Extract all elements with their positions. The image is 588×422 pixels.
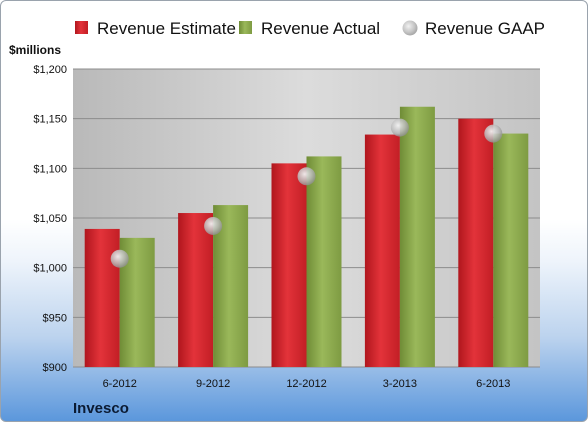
- bar-revenue-estimate: [458, 118, 494, 368]
- marker-revenue-gaap: [204, 216, 223, 235]
- marker-revenue-gaap: [484, 124, 503, 143]
- bar-revenue-actual: [306, 156, 342, 367]
- x-tick-label: 6-2012: [103, 378, 137, 390]
- gaap-markers: [110, 118, 503, 268]
- x-tick-label: 6-2013: [476, 378, 510, 390]
- marker-revenue-gaap: [390, 118, 409, 137]
- bar-revenue-estimate: [364, 134, 400, 367]
- legend-estimate-label: Revenue Estimate: [97, 19, 236, 38]
- bar-revenue-actual: [493, 133, 529, 367]
- legend-gaap-marker: [402, 20, 418, 36]
- y-tick-label: $1,000: [33, 263, 67, 275]
- bar-revenue-estimate: [178, 213, 214, 367]
- x-tick-label: 12-2012: [286, 378, 326, 390]
- bars: [84, 106, 529, 368]
- legend-actual-label: Revenue Actual: [261, 19, 380, 38]
- y-tick-label: $1,050: [33, 213, 67, 225]
- legend-gaap-label: Revenue GAAP: [425, 19, 545, 38]
- unit-label: $millions: [9, 43, 61, 57]
- y-tick-label: $1,150: [33, 114, 67, 126]
- x-tick-label: 9-2012: [196, 378, 230, 390]
- bar-revenue-estimate: [84, 228, 120, 367]
- y-axis-ticks: $900 $950 $1,000 $1,050 $1,100 $1,150 $1,200: [33, 64, 67, 374]
- x-axis-ticks: 6-2012 9-2012 12-2012 3-2013 6-2013: [103, 378, 511, 390]
- legend: Revenue Estimate Revenue Actual Revenue …: [75, 19, 545, 38]
- bar-revenue-actual: [399, 106, 435, 367]
- company-name: Invesco: [73, 400, 129, 417]
- marker-revenue-gaap: [297, 167, 316, 186]
- marker-revenue-gaap: [110, 249, 129, 268]
- legend-estimate-swatch: [75, 21, 88, 34]
- y-tick-label: $900: [43, 362, 67, 374]
- y-tick-label: $1,200: [33, 64, 67, 76]
- y-tick-label: $950: [43, 312, 67, 324]
- y-tick-label: $1,100: [33, 163, 67, 175]
- legend-actual-swatch: [239, 21, 252, 34]
- bar-revenue-estimate: [271, 163, 307, 367]
- x-tick-label: 3-2013: [383, 378, 417, 390]
